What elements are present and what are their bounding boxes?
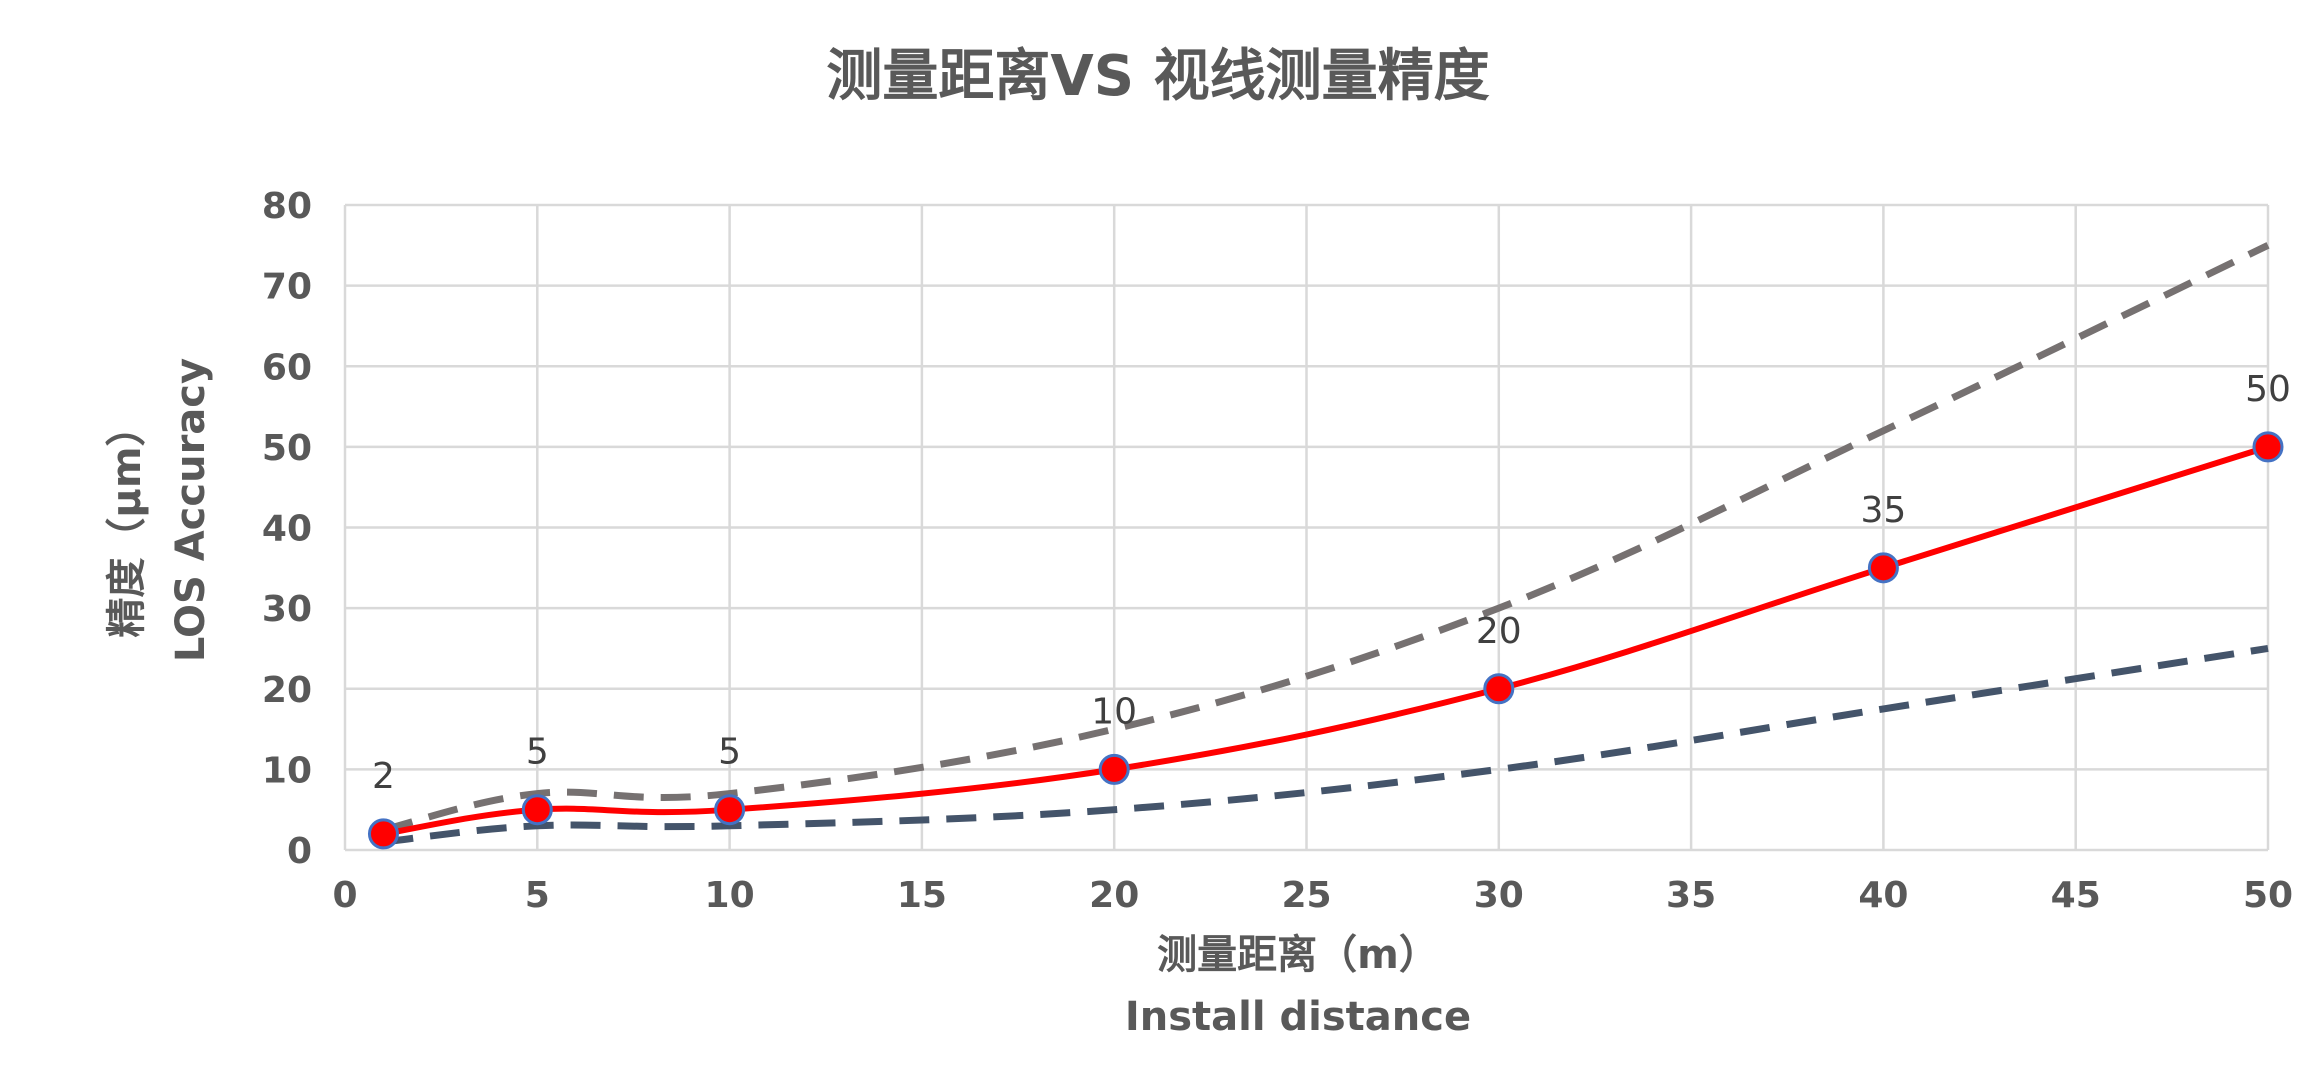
y-tick-label-30: 30 xyxy=(262,589,312,630)
data-label-5: 35 xyxy=(1860,490,1906,531)
y-tick-label-70: 70 xyxy=(262,267,312,308)
series-layer xyxy=(382,242,2270,846)
y-tick-label-20: 20 xyxy=(262,670,312,711)
data-label-1: 5 xyxy=(526,732,549,773)
label-layer: 2 5 5 10 20 35 50 xyxy=(372,369,2291,797)
y-tick-label-50: 50 xyxy=(262,428,312,469)
y-axis-label-line-2: LOS Accuracy xyxy=(168,358,214,662)
series-2-point-1 xyxy=(521,794,553,826)
series-2-point-2 xyxy=(714,794,746,826)
series-2-point-5 xyxy=(1867,552,1899,584)
x-tick-label-25: 25 xyxy=(1281,875,1331,916)
y-tick-label-60: 60 xyxy=(262,347,312,388)
x-tick-label-20: 20 xyxy=(1089,875,1139,916)
data-label-3: 10 xyxy=(1091,691,1137,732)
x-tick-label-0: 0 xyxy=(332,875,357,916)
x-tick-label-5: 5 xyxy=(525,875,550,916)
x-tick-label-15: 15 xyxy=(897,875,947,916)
series-0-line xyxy=(382,242,2270,834)
data-label-6: 50 xyxy=(2245,369,2291,410)
data-label-4: 20 xyxy=(1476,611,1522,652)
series-2-point-3 xyxy=(1098,753,1130,785)
y-tick-label-10: 10 xyxy=(262,750,312,791)
y-tick-label-80: 80 xyxy=(262,186,312,227)
y-tick-label-40: 40 xyxy=(262,509,312,550)
y-axis-label-line-1: 精度（μm） xyxy=(104,406,150,637)
x-tick-label-35: 35 xyxy=(1666,875,1716,916)
series-2-point-4 xyxy=(1483,673,1515,705)
x-axis-label-line-2: Install distance xyxy=(1125,994,1471,1040)
x-tick-label-30: 30 xyxy=(1474,875,1524,916)
x-axis-label-line-1: 测量距离（m） xyxy=(1157,932,1439,978)
series-1-line xyxy=(383,644,2269,846)
marker-layer xyxy=(367,431,2284,850)
x-tick-label-10: 10 xyxy=(705,875,755,916)
data-label-2: 5 xyxy=(718,732,741,773)
grid-layer xyxy=(343,203,2270,852)
y-tick-label-0: 0 xyxy=(287,831,312,872)
data-label-0: 2 xyxy=(372,756,395,797)
x-tick-label-40: 40 xyxy=(1858,875,1908,916)
series-2-line xyxy=(382,444,2269,837)
x-tick-label-50: 50 xyxy=(2243,875,2293,916)
x-tick-label-45: 45 xyxy=(2051,875,2101,916)
series-2-point-6 xyxy=(2252,431,2284,463)
chart-title: 测量距离VS 视线测量精度 xyxy=(826,44,1489,109)
series-2-point-0 xyxy=(367,818,399,850)
